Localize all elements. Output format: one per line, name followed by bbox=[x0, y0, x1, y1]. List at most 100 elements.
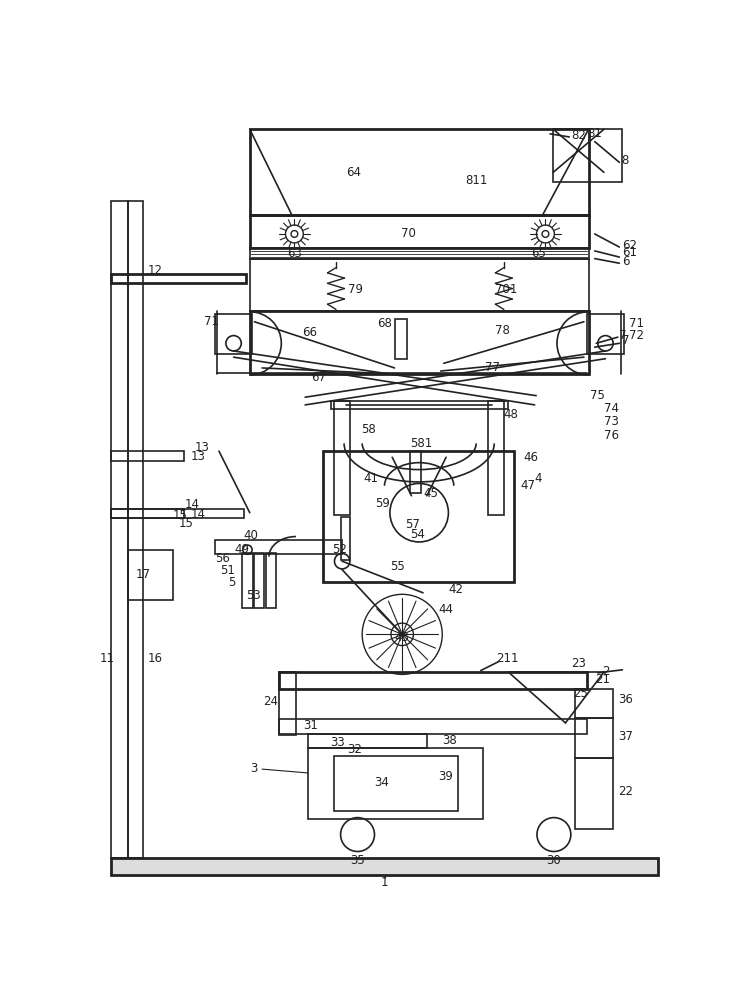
Text: 51: 51 bbox=[221, 564, 235, 577]
Bar bbox=[341, 517, 350, 560]
Bar bbox=[111, 274, 246, 283]
Text: 47: 47 bbox=[520, 479, 535, 492]
Text: 23: 23 bbox=[572, 657, 587, 670]
Bar bbox=[279, 719, 587, 734]
Bar bbox=[575, 689, 614, 718]
Text: 3: 3 bbox=[250, 762, 257, 775]
Text: 52: 52 bbox=[332, 543, 347, 556]
Text: 74: 74 bbox=[604, 402, 619, 415]
Text: 17: 17 bbox=[136, 568, 151, 581]
Text: 70: 70 bbox=[401, 227, 415, 240]
Text: 68: 68 bbox=[378, 317, 393, 330]
Text: 14: 14 bbox=[184, 498, 199, 512]
Text: 78: 78 bbox=[495, 324, 509, 337]
Text: 71: 71 bbox=[204, 315, 219, 328]
Text: 72: 72 bbox=[629, 329, 644, 342]
Text: 61: 61 bbox=[622, 246, 637, 259]
Bar bbox=[587, 314, 624, 354]
Text: 82: 82 bbox=[572, 129, 587, 142]
Text: 8: 8 bbox=[622, 154, 629, 167]
Text: 7: 7 bbox=[622, 334, 629, 347]
Text: 24: 24 bbox=[264, 695, 279, 708]
Bar bbox=[111, 201, 128, 858]
Text: 64: 64 bbox=[346, 166, 361, 179]
Text: 71: 71 bbox=[629, 317, 644, 330]
Bar bbox=[250, 259, 589, 311]
Text: 4: 4 bbox=[535, 472, 542, 485]
Text: 13: 13 bbox=[195, 441, 210, 454]
Text: 41: 41 bbox=[363, 472, 379, 485]
Text: 63: 63 bbox=[287, 247, 302, 260]
Text: 46: 46 bbox=[523, 451, 538, 464]
Bar bbox=[250, 129, 589, 215]
Text: 25: 25 bbox=[573, 687, 588, 700]
Text: 39: 39 bbox=[439, 770, 454, 783]
Text: 12: 12 bbox=[148, 264, 163, 277]
Text: 53: 53 bbox=[246, 589, 261, 602]
Bar bbox=[111, 509, 184, 518]
Text: 14: 14 bbox=[191, 508, 206, 521]
Text: 66: 66 bbox=[302, 326, 317, 339]
Text: 581: 581 bbox=[410, 437, 432, 450]
Bar bbox=[307, 748, 483, 819]
Bar bbox=[215, 314, 252, 354]
Text: 211: 211 bbox=[496, 652, 519, 666]
Bar bbox=[242, 553, 253, 608]
Bar bbox=[128, 201, 143, 858]
Bar bbox=[575, 758, 614, 829]
Bar bbox=[410, 451, 421, 493]
Text: 2: 2 bbox=[602, 665, 610, 678]
Text: 75: 75 bbox=[590, 389, 605, 402]
Text: 22: 22 bbox=[618, 785, 633, 798]
Text: 5: 5 bbox=[228, 576, 236, 588]
Text: 30: 30 bbox=[546, 854, 561, 867]
Bar bbox=[323, 451, 514, 582]
Text: 35: 35 bbox=[350, 854, 364, 867]
Text: 38: 38 bbox=[442, 734, 457, 747]
Text: 37: 37 bbox=[618, 730, 632, 742]
Text: 21: 21 bbox=[595, 673, 610, 686]
Text: 701: 701 bbox=[495, 283, 517, 296]
Bar bbox=[575, 718, 614, 758]
Text: 34: 34 bbox=[375, 776, 389, 789]
Bar bbox=[255, 553, 264, 608]
Bar bbox=[250, 311, 589, 374]
Bar bbox=[215, 540, 342, 554]
Text: 81: 81 bbox=[587, 127, 602, 140]
Text: 57: 57 bbox=[406, 518, 420, 531]
Bar bbox=[111, 451, 184, 461]
Text: 43: 43 bbox=[394, 631, 409, 644]
Text: 11: 11 bbox=[100, 652, 115, 666]
Text: 62: 62 bbox=[622, 239, 637, 252]
Text: 31: 31 bbox=[303, 719, 318, 732]
Text: 48: 48 bbox=[504, 408, 519, 421]
Text: 56: 56 bbox=[215, 552, 230, 565]
Text: 67: 67 bbox=[312, 371, 327, 384]
Bar bbox=[330, 401, 508, 409]
Bar bbox=[334, 401, 350, 515]
Text: 77: 77 bbox=[485, 361, 500, 374]
Text: 16: 16 bbox=[148, 652, 163, 666]
Text: 65: 65 bbox=[532, 247, 547, 260]
Bar bbox=[334, 756, 457, 811]
Bar bbox=[307, 734, 427, 748]
Bar bbox=[250, 215, 589, 248]
Text: 49: 49 bbox=[234, 543, 249, 556]
Bar bbox=[250, 248, 589, 259]
Bar bbox=[279, 672, 587, 689]
Text: 44: 44 bbox=[439, 603, 454, 616]
Bar bbox=[111, 509, 243, 518]
Text: 1: 1 bbox=[381, 876, 388, 889]
Text: 13: 13 bbox=[191, 450, 205, 463]
Text: 59: 59 bbox=[376, 497, 390, 510]
Text: 15: 15 bbox=[173, 509, 188, 522]
Text: 76: 76 bbox=[604, 429, 619, 442]
Bar bbox=[394, 319, 407, 359]
Text: 79: 79 bbox=[348, 283, 363, 296]
Text: 36: 36 bbox=[618, 693, 632, 706]
Text: 42: 42 bbox=[448, 583, 463, 596]
Bar bbox=[279, 672, 296, 735]
Text: 58: 58 bbox=[361, 423, 376, 436]
Bar bbox=[128, 550, 173, 600]
Text: 40: 40 bbox=[243, 529, 258, 542]
